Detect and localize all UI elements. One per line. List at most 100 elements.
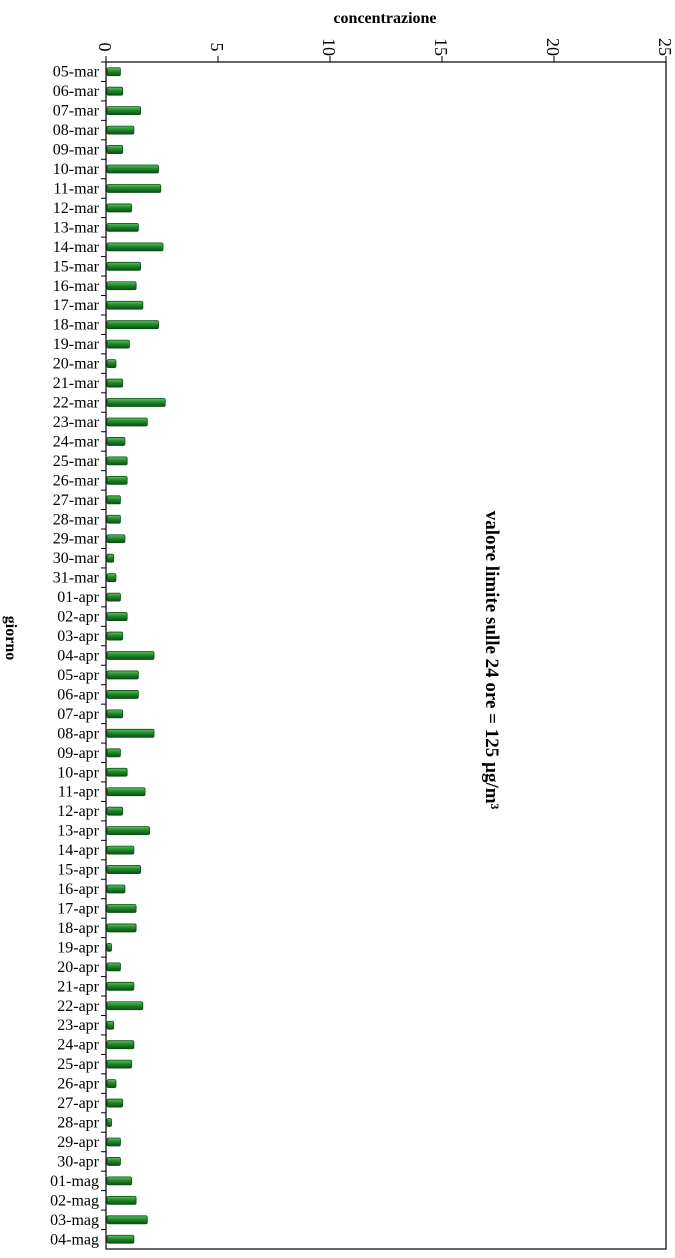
y-tick-label: 13-apr [57,823,99,840]
x-tick-label: 5 [207,43,227,52]
y-tick-label: 14-mar [53,239,100,256]
plot-frame [105,61,667,1250]
y-tick-label: 01-apr [57,589,99,606]
bar [106,1234,135,1244]
bar [106,1195,137,1205]
y-tick-label: 03-apr [57,628,99,645]
y-tick-label: 21-apr [57,978,99,995]
y-tick-label: 04-apr [57,648,99,665]
bar [106,981,135,991]
bar [106,573,117,583]
bar [106,1059,133,1069]
bar [106,592,121,602]
y-tick-label: 08-mar [53,122,100,139]
bar [106,553,115,563]
bar [106,437,126,446]
y-tick-label: 12-mar [53,200,100,217]
bar [106,1020,115,1030]
y-tick-label: 21-mar [53,375,100,392]
x-tick-label: 25 [655,38,675,56]
bar [106,1040,135,1050]
y-tick-label: 15-apr [57,862,99,879]
y-tick-label: 17-apr [57,900,99,917]
x-tick-label: 0 [95,43,115,52]
y-tick-label: 28-apr [57,1115,99,1132]
y-tick-label: 29-mar [53,531,100,548]
bar [106,670,139,680]
y-tick-label: 02-mag [50,1192,99,1209]
bar [106,612,128,621]
bar [106,281,137,291]
bar [106,1118,112,1127]
y-tick-label: 31-mar [53,570,100,587]
bar [106,1137,121,1147]
y-tick-label: 30-apr [57,1153,99,1170]
bar [106,417,148,427]
y-tick-label: 19-apr [57,939,99,956]
bar [106,145,124,154]
y-tick-label: 26-apr [57,1076,99,1093]
bar [106,125,135,135]
x-axis-label: concentrazione [333,10,436,27]
y-tick-label: 04-mag [50,1231,99,1248]
x-tick-label: 20 [543,38,563,56]
y-tick-label: 09-apr [57,745,99,762]
y-tick-label: 26-mar [53,472,100,489]
bar [106,378,124,388]
bar [106,826,150,836]
y-tick-label: 05-mar [53,64,100,81]
bar [106,748,121,758]
bar [106,456,128,466]
x-tick-label: 10 [319,38,339,56]
y-tick-label: 20-mar [53,356,100,373]
bar [106,1157,121,1166]
y-tick-label: 25-apr [57,1056,99,1073]
y-tick-label: 11-mar [53,180,99,197]
y-tick-label: 22-mar [53,395,100,412]
y-tick-label: 19-mar [53,336,100,353]
bar [106,923,137,933]
bar [106,767,128,777]
bar [106,1001,144,1011]
bar [106,359,117,369]
y-tick-label: 10-apr [57,764,99,781]
bar [106,339,130,349]
bar [106,1079,117,1088]
bar [106,106,141,116]
y-tick-label: 24-apr [57,1037,99,1054]
y-tick-label: 23-mar [53,414,100,431]
bar [106,942,112,952]
bar [106,223,139,232]
y-tick-label: 18-apr [57,920,99,937]
x-axis-ticks: 0 5 10 15 20 25 [95,38,675,62]
x-tick-label: 15 [431,38,451,56]
bar [106,184,162,193]
y-tick-label: 27-apr [57,1095,99,1112]
limit-annotation: valore limite sulle 24 ore = 125 µg/m³ [481,511,502,810]
bar [106,534,126,544]
y-tick-label: 15-mar [53,258,100,275]
y-tick-label: 27-mar [53,492,100,509]
y-tick-label: 28-mar [53,511,100,528]
y-tick-label: 14-apr [57,842,99,859]
y-axis-ticks: 05-mar 06-mar 07-mar 08-mar 09-mar 10-mar 11-m… [50,61,106,1248]
bar [106,1176,133,1186]
y-tick-label: 05-apr [57,667,99,684]
y-tick-label: 18-mar [53,317,100,334]
y-tick-label: 13-mar [53,219,100,236]
y-tick-label: 06-apr [57,686,99,703]
y-tick-label: 08-apr [57,725,99,742]
y-tick-label: 06-mar [53,83,100,100]
y-tick-label: 22-apr [57,998,99,1015]
bar [106,261,141,271]
bar [106,164,159,174]
bar [106,845,135,855]
y-tick-label: 17-mar [53,297,100,314]
bar [106,884,126,894]
bar [106,787,146,797]
bar [106,242,164,252]
bar [106,475,128,485]
bar [106,320,159,330]
y-tick-label: 25-mar [53,453,100,470]
